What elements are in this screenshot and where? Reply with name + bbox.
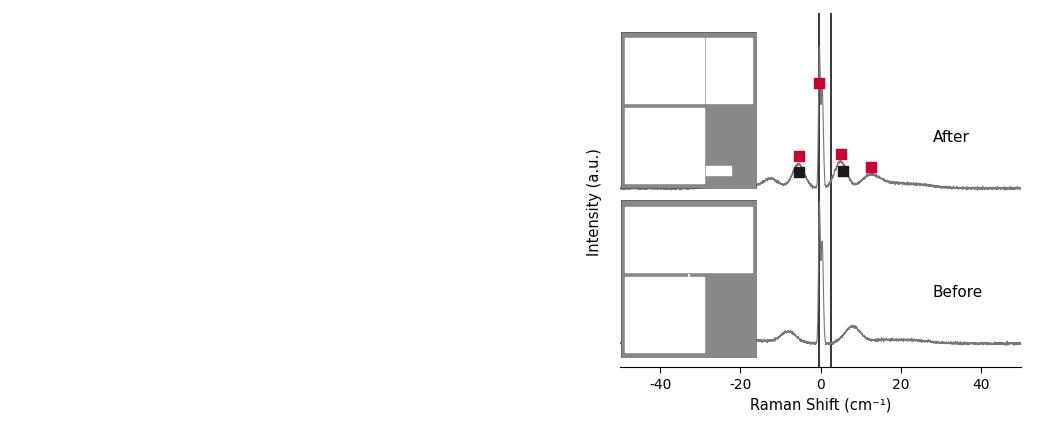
Point <box>790 152 807 159</box>
Bar <box>706 38 752 103</box>
Point <box>790 168 807 175</box>
Point <box>863 164 879 170</box>
Point <box>835 168 851 175</box>
Text: After: After <box>933 130 970 145</box>
Point <box>811 80 827 87</box>
Bar <box>625 108 703 183</box>
Point <box>833 150 849 157</box>
Bar <box>706 166 730 175</box>
Text: Intensity (a.u.): Intensity (a.u.) <box>588 149 602 257</box>
X-axis label: Raman Shift (cm⁻¹): Raman Shift (cm⁻¹) <box>750 397 891 412</box>
Bar <box>625 38 703 103</box>
Text: Before: Before <box>933 285 984 300</box>
